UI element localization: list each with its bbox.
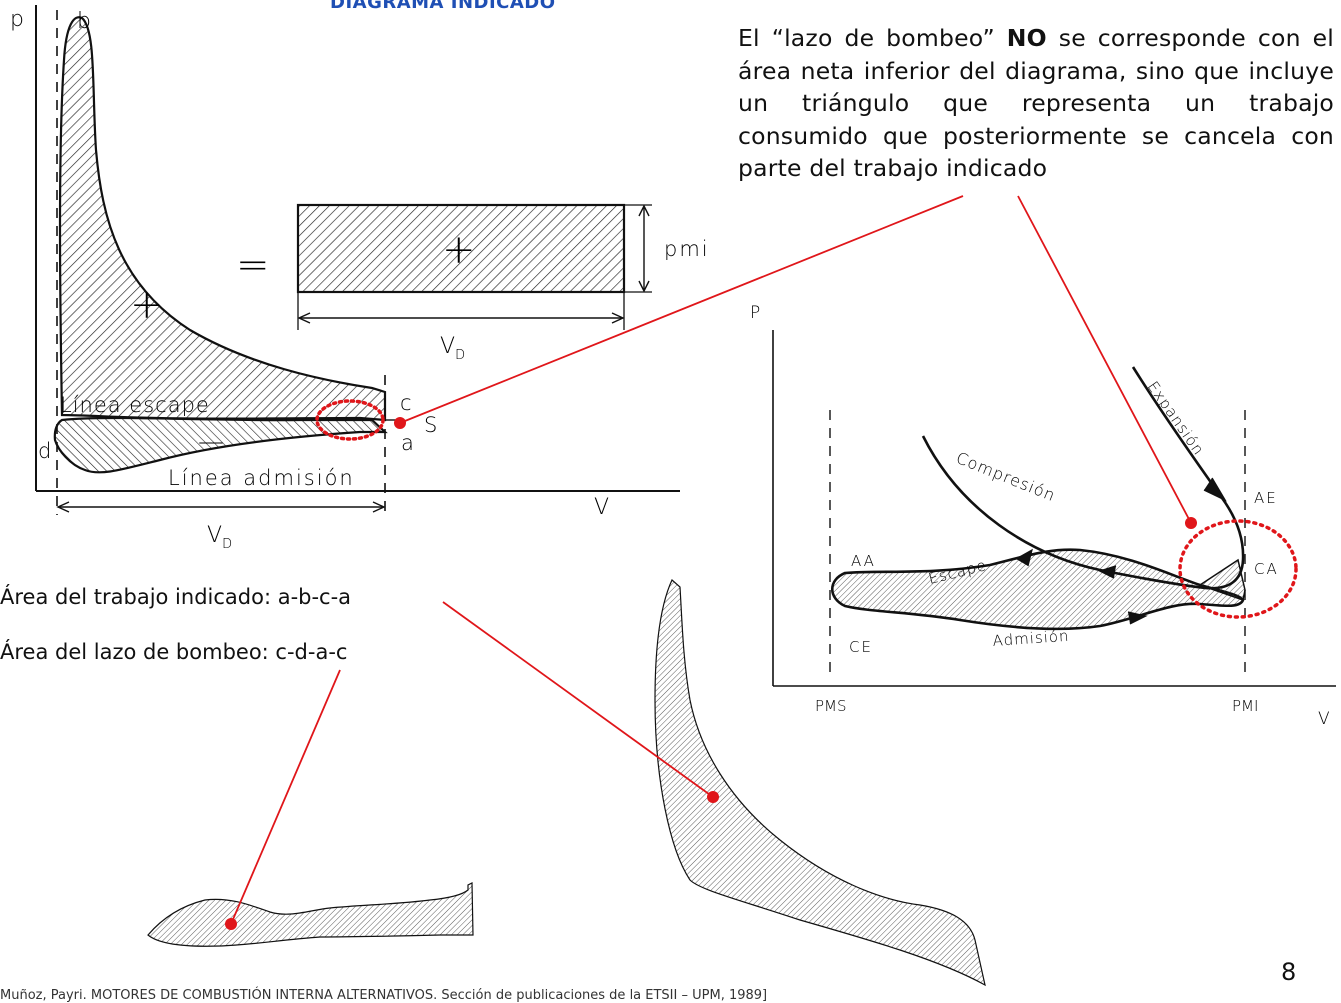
point-s-label: S <box>424 413 437 437</box>
point-b-label: b <box>77 9 91 34</box>
right-pmi-label: PMI <box>1232 697 1258 715</box>
pmi-rectangle <box>296 203 626 294</box>
leader-to-indicated-shape <box>442 601 714 798</box>
marker-right <box>1185 517 1197 529</box>
extracted-pumping-shape <box>147 882 474 947</box>
ce-label: CE <box>849 638 873 656</box>
note-text-start: El “lazo de bombeo” <box>738 24 1007 52</box>
rect-positive-sign: + <box>442 227 476 273</box>
page-number: 8 <box>1281 958 1297 986</box>
left-axis-p-label: p <box>10 7 24 32</box>
marker-indicated <box>707 791 719 803</box>
right-axis-p-label: P <box>750 303 760 323</box>
right-small-triangle <box>1198 558 1246 601</box>
slide-title: DIAGRAMA INDICADO <box>330 0 556 13</box>
indicated-area-label: Área del trabajo indicado: a-b-c-a <box>0 585 352 609</box>
left-positive-loop <box>58 16 387 422</box>
expansion-curve <box>1131 366 1245 590</box>
note-emphasis: NO <box>1006 24 1047 52</box>
right-highlight-circle <box>1178 519 1298 619</box>
right-axis-v-label: V <box>1318 709 1330 729</box>
marker-pumping <box>225 918 237 930</box>
point-a-label: a <box>401 431 414 455</box>
left-negative-loop <box>53 416 388 474</box>
leader-to-right-circle <box>1017 195 1192 524</box>
marker-left <box>394 417 406 429</box>
left-highlight-circle <box>315 399 385 441</box>
intake-line-label: Línea admisión <box>168 466 355 490</box>
exhaust-line-label: Línea escape <box>60 393 210 417</box>
pumping-area-label: Área del lazo de bombeo: c-d-a-c <box>0 640 348 664</box>
equals-sign: = <box>236 242 270 288</box>
leader-lines <box>225 195 1197 930</box>
expansion-label: Expansión <box>1144 378 1208 459</box>
pms-label: PMS <box>815 697 847 715</box>
extracted-indicated-shape <box>654 579 986 987</box>
aa-label: AA <box>851 552 876 570</box>
negative-sign: — <box>198 427 224 457</box>
compression-curve <box>921 435 1206 590</box>
pmi-label: pmi <box>664 237 710 261</box>
vd-bottom-label: VD <box>207 523 232 552</box>
positive-sign: + <box>130 282 164 328</box>
leader-to-pumping-shape <box>230 669 341 925</box>
note-text-end: se corresponde con el área neta inferior… <box>738 24 1334 182</box>
left-axis-v-label: V <box>594 495 609 520</box>
right-pv-diagram: P V PMS PMI AA CE AE CA Expansión Compre… <box>750 303 1336 729</box>
citation-footer: Muñoz, Payri. MOTORES DE COMBUSTIÓN INTE… <box>0 988 768 1003</box>
ae-label: AE <box>1254 489 1278 507</box>
point-c-label: c <box>400 391 412 415</box>
leader-to-left-circle <box>399 195 964 424</box>
ca-label: CA <box>1254 560 1279 578</box>
left-pv-diagram: p b c a d S + + — = pmi VD VD V Línea es… <box>10 5 710 552</box>
explanatory-note: El “lazo de bombeo” NO se corresponde co… <box>738 22 1334 185</box>
compression-label: Compresión <box>954 448 1059 505</box>
vd-rect-label: VD <box>440 334 465 363</box>
point-d-label: d <box>38 439 51 463</box>
intake-label: Admisión <box>992 627 1070 650</box>
